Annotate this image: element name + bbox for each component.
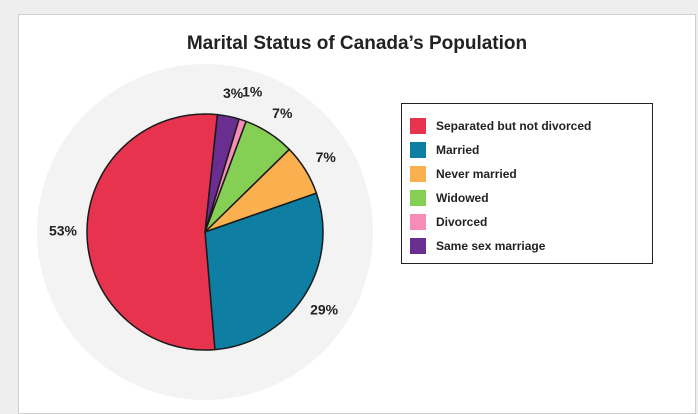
legend-item-same-sex-marriage: Same sex marriage bbox=[410, 234, 652, 258]
pie-slice-married bbox=[204, 192, 324, 351]
legend-swatch bbox=[410, 118, 426, 134]
slice-label: 7% bbox=[316, 149, 337, 165]
legend-label: Same sex marriage bbox=[436, 239, 546, 253]
legend-item-never-married: Never married bbox=[410, 162, 652, 186]
legend-item-widowed: Widowed bbox=[410, 186, 652, 210]
legend-swatch bbox=[410, 190, 426, 206]
slice-label: 1% bbox=[242, 84, 263, 100]
legend-label: Divorced bbox=[436, 215, 488, 229]
legend-label: Separated but not divorced bbox=[436, 119, 592, 133]
pie-slice-separated-but-not-divorced bbox=[86, 113, 219, 351]
chart-legend: Separated but not divorced Married Never… bbox=[401, 103, 653, 264]
legend-swatch bbox=[410, 142, 426, 158]
legend-label: Married bbox=[436, 143, 480, 157]
pie-chart: 3%1% 7% 7% 29% 53% bbox=[37, 64, 373, 400]
legend-item-separated: Separated but not divorced bbox=[410, 114, 652, 138]
legend-label: Widowed bbox=[436, 191, 489, 205]
legend-swatch bbox=[410, 238, 426, 254]
slice-label: 7% bbox=[272, 105, 293, 121]
legend-item-married: Married bbox=[410, 138, 652, 162]
slice-label: 53% bbox=[49, 223, 78, 239]
slice-label: 3% bbox=[223, 85, 244, 101]
chart-title: Marital Status of Canada’s Population bbox=[186, 33, 528, 54]
legend-item-divorced: Divorced bbox=[410, 210, 652, 234]
slice-label: 29% bbox=[310, 301, 339, 317]
legend-swatch bbox=[410, 214, 426, 230]
legend-swatch bbox=[410, 166, 426, 182]
legend-label: Never married bbox=[436, 167, 517, 181]
chart-card: Marital Status of Canada’s Population 3%… bbox=[18, 14, 696, 414]
